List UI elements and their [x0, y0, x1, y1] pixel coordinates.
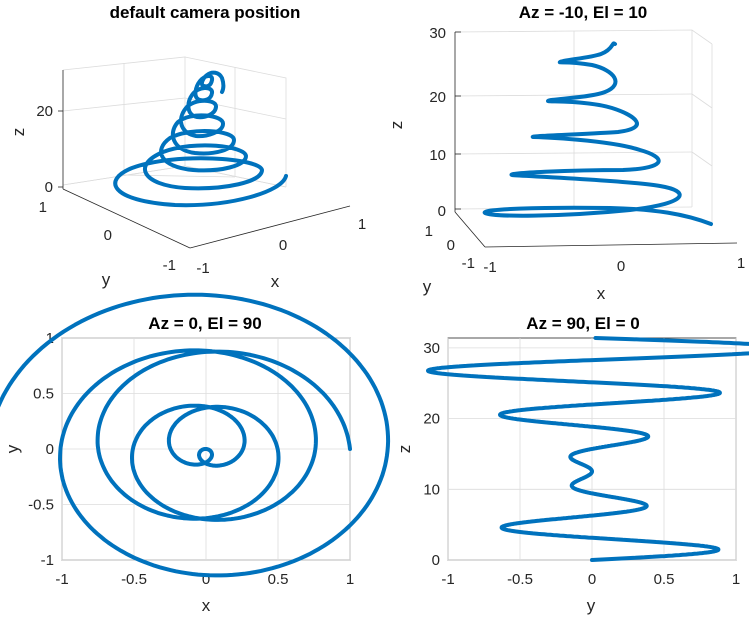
panel1-x-tick-2: 1 [358, 216, 366, 233]
panel2-y-tick-0: -1 [462, 255, 475, 272]
panel4-title: Az = 90, El = 0 [526, 314, 639, 333]
panel4-y-tick-1: 10 [423, 481, 440, 498]
panel1-y-tick-1: 0 [104, 227, 112, 244]
panel1-x-tick-1: 0 [279, 237, 287, 254]
panel1-y-tick-0: -1 [163, 257, 176, 274]
panel4-x-tick-3: 0.5 [654, 571, 675, 588]
panel1-xlabel: x [271, 272, 280, 291]
panel2-y-tick-1: 0 [447, 237, 455, 254]
panel2-helix-line [482, 41, 713, 226]
panel1-title: default camera position [110, 3, 301, 22]
panel2-x-tick-1: 0 [617, 258, 625, 275]
panel2-ylabel: y [423, 277, 432, 296]
panel3-x-tick-2: 0 [202, 571, 210, 588]
panel4-x-tick-2: 0 [588, 571, 596, 588]
panel4-zigzag-line [426, 336, 749, 562]
panel4-x-tick-0: -1 [441, 571, 454, 588]
panel3-title: Az = 0, El = 90 [148, 314, 261, 333]
panel2-title: Az = -10, El = 10 [519, 3, 648, 22]
panel3-spiral-line [0, 292, 391, 578]
panel3-x-tick-4: 1 [346, 571, 354, 588]
panel1-z-tick-0: 0 [45, 179, 53, 196]
panel3-y-tick-3: 0.5 [33, 386, 54, 403]
panel3-y-tick-1: -0.5 [28, 497, 54, 514]
panel-default-camera: default camera position 20 0 z 1 0 [9, 3, 366, 291]
panel1-axes [58, 70, 351, 249]
panel3-ylabel: y [3, 444, 22, 453]
panel3-y-tick-2: 0 [46, 441, 54, 458]
panel2-axes [454, 31, 738, 248]
panel4-y-tick-3: 30 [423, 340, 440, 357]
panel2-z-tick-1: 10 [429, 147, 446, 164]
panel2-x-tick-2: 1 [737, 255, 745, 272]
panel3-x-tick-1: -0.5 [121, 571, 147, 588]
panel-az-10-el-10: Az = -10, El = 10 30 20 10 0 z 1 0 [387, 3, 745, 303]
panel4-xlabel: y [587, 596, 596, 615]
panel4-x-tick-4: 1 [732, 571, 740, 588]
panel3-y-tick-4: 1 [46, 330, 54, 347]
panel1-y-tick-2: 1 [39, 199, 47, 216]
panel3-ticks: -1 -0.5 0 0.5 1 -1 -0.5 0 0.5 1 [28, 330, 354, 588]
panel2-xlabel: x [597, 284, 606, 303]
panel1-x-tick-0: -1 [196, 260, 209, 277]
panel2-zlabel: z [387, 121, 406, 130]
panel4-ylabel: z [395, 445, 414, 454]
panel4-y-tick-2: 20 [423, 411, 440, 428]
panel3-y-tick-0: -1 [41, 552, 54, 569]
panel-az-0-el-90: Az = 0, El = 90 -1 -0.5 0 0.5 1 -1 -0.5 0 0.5 1 x… [0, 292, 391, 615]
panel1-helix-line [113, 70, 288, 208]
panel3-x-tick-3: 0.5 [268, 571, 289, 588]
panel1-z-tick-1: 20 [36, 103, 53, 120]
panel3-x-tick-0: -1 [55, 571, 68, 588]
panel2-y-tick-2: 1 [425, 223, 433, 240]
panel4-y-tick-0: 0 [432, 552, 440, 569]
panel2-x-tick-0: -1 [483, 259, 496, 276]
panel1-ylabel: y [102, 270, 111, 289]
panel2-z-tick-2: 20 [429, 89, 446, 106]
panel1-zlabel: z [9, 128, 28, 137]
panel4-x-tick-1: -0.5 [507, 571, 533, 588]
panel2-z-tick-3: 30 [429, 25, 446, 42]
panel2-z-tick-0: 0 [438, 203, 446, 220]
panel3-xlabel: x [202, 596, 211, 615]
